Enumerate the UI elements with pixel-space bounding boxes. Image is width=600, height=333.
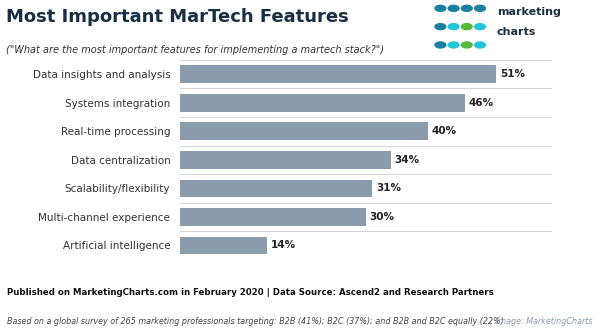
Text: 51%: 51% — [500, 69, 525, 79]
Text: 31%: 31% — [376, 183, 401, 193]
Text: Published on MarketingCharts.com in February 2020 | Data Source: Ascend2 and Res: Published on MarketingCharts.com in Febr… — [7, 287, 494, 297]
Text: Most Important MarTech Features: Most Important MarTech Features — [6, 8, 349, 26]
Bar — [180, 123, 428, 140]
Text: charts: charts — [497, 27, 536, 37]
Text: 30%: 30% — [370, 212, 395, 222]
Bar — [180, 94, 465, 112]
Bar — [180, 208, 366, 226]
Text: Based on a global survey of 265 marketing professionals targeting: B2B (41%); B2: Based on a global survey of 265 marketin… — [7, 317, 504, 326]
Bar — [180, 237, 267, 254]
Text: ("What are the most important features for implementing a martech stack?"): ("What are the most important features f… — [6, 45, 384, 55]
Bar — [180, 179, 372, 197]
Text: 40%: 40% — [432, 126, 457, 136]
Text: 34%: 34% — [395, 155, 419, 165]
Text: 46%: 46% — [469, 98, 494, 108]
Text: Image: MarketingCharts: Image: MarketingCharts — [496, 317, 593, 326]
Text: 14%: 14% — [271, 240, 296, 250]
Bar — [180, 151, 391, 169]
Text: marketing: marketing — [497, 7, 560, 17]
Bar — [180, 65, 496, 83]
